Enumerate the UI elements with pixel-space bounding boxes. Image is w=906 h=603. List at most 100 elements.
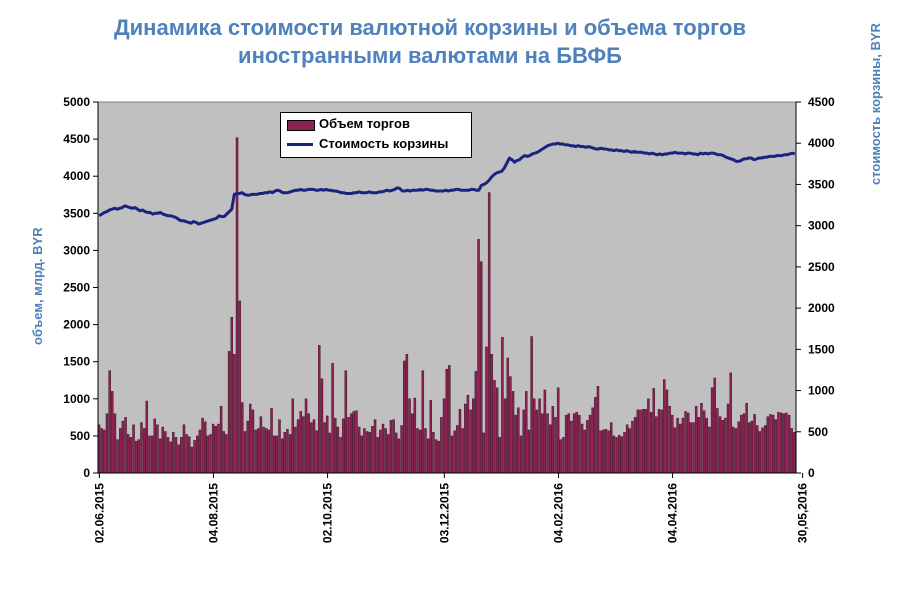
volume-bar — [442, 398, 446, 474]
volume-bar — [251, 409, 255, 474]
volume-bar — [304, 398, 308, 474]
volume-bar — [310, 422, 313, 474]
volume-bar — [126, 434, 130, 474]
volume-bar — [612, 435, 616, 474]
volume-bar — [745, 403, 748, 474]
volume-bar — [570, 420, 573, 474]
volume-bar — [238, 300, 241, 474]
volume-bar — [437, 440, 440, 474]
volume-bar — [673, 427, 677, 474]
volume-bar — [623, 431, 626, 474]
volume-bar — [349, 413, 353, 474]
volume-bar — [365, 431, 369, 474]
y-tick-label-left: 3500 — [63, 206, 90, 220]
volume-bar — [660, 409, 663, 474]
volume-bar — [132, 424, 135, 474]
volume-bar — [299, 411, 302, 474]
volume-bar — [517, 407, 520, 474]
x-tick-label: 03.12.2015 — [437, 483, 451, 543]
volume-bar — [493, 380, 496, 474]
volume-bar — [490, 354, 494, 474]
volume-bar — [639, 409, 642, 474]
volume-bar — [586, 420, 589, 474]
volume-bar — [705, 417, 709, 474]
volume-bar — [100, 428, 103, 474]
volume-bar — [753, 414, 756, 474]
volume-bar — [750, 420, 754, 474]
legend-swatch-bar — [287, 120, 315, 131]
volume-bar — [615, 437, 618, 474]
volume-bar — [785, 412, 788, 474]
volume-bar — [211, 423, 215, 474]
volume-bar — [671, 414, 674, 474]
volume-bar — [702, 410, 706, 474]
volume-bar — [270, 408, 273, 474]
volume-bar — [283, 431, 287, 474]
volume-bar — [121, 420, 125, 474]
volume-bar — [663, 379, 666, 474]
volume-bar — [506, 357, 509, 474]
volume-bar — [461, 428, 464, 474]
volume-bar — [737, 421, 740, 474]
volume-bar — [262, 426, 265, 474]
volume-bar — [259, 416, 263, 474]
volume-bar — [166, 437, 170, 474]
volume-bar — [363, 428, 366, 474]
volume-bar — [527, 429, 531, 474]
volume-bar — [352, 411, 356, 474]
y-tick-label-left: 4000 — [63, 169, 90, 183]
volume-bar — [734, 428, 738, 474]
y-tick-label-right: 3500 — [808, 177, 835, 191]
volume-bar — [636, 409, 640, 474]
volume-bar — [684, 411, 687, 474]
y-tick-label-left: 1500 — [63, 355, 90, 369]
x-tick-label: 30,05,2016 — [796, 483, 810, 543]
volume-bar — [334, 417, 337, 474]
x-tick-label: 02.06.2015 — [92, 483, 106, 543]
volume-bar — [538, 398, 541, 474]
volume-bar — [392, 419, 395, 474]
volume-bar — [381, 423, 385, 474]
volume-bar — [156, 424, 159, 474]
volume-bar — [434, 439, 438, 474]
volume-bar — [360, 435, 363, 474]
volume-bar — [405, 354, 409, 474]
volume-bar — [137, 439, 141, 474]
volume-bar — [355, 410, 358, 474]
volume-bar — [174, 437, 178, 474]
volume-bar — [790, 428, 793, 474]
volume-bar — [692, 422, 695, 474]
volume-bar — [294, 426, 297, 474]
volume-bar — [291, 398, 294, 474]
volume-bar — [280, 438, 284, 474]
x-tick-label: 02.10.2015 — [321, 483, 335, 543]
y-tick-label-right: 2500 — [808, 260, 835, 274]
volume-bar — [384, 428, 387, 474]
y-tick-label-right: 2000 — [808, 301, 835, 315]
volume-bar — [694, 406, 698, 474]
volume-bar — [315, 430, 318, 474]
volume-bar — [740, 414, 743, 474]
volume-bar — [371, 426, 374, 474]
volume-bar — [134, 440, 138, 474]
y-tick-label-right: 1500 — [808, 342, 835, 356]
volume-bar — [241, 402, 244, 474]
volume-bar — [246, 420, 249, 474]
volume-bar — [700, 403, 703, 474]
volume-bar — [432, 431, 435, 474]
volume-bar — [182, 424, 186, 474]
volume-bar — [485, 346, 488, 474]
volume-bar — [108, 370, 111, 474]
volume-bar — [748, 422, 751, 474]
volume-bar — [416, 428, 419, 474]
volume-bar — [198, 429, 202, 474]
volume-bar — [652, 388, 655, 474]
volume-bar — [546, 413, 549, 474]
volume-bar — [469, 409, 472, 474]
volume-bar — [403, 360, 406, 474]
volume-bar — [424, 428, 427, 474]
volume-bar — [472, 398, 475, 474]
volume-bar — [519, 435, 523, 474]
volume-bar — [368, 431, 371, 474]
volume-bar — [185, 434, 188, 474]
